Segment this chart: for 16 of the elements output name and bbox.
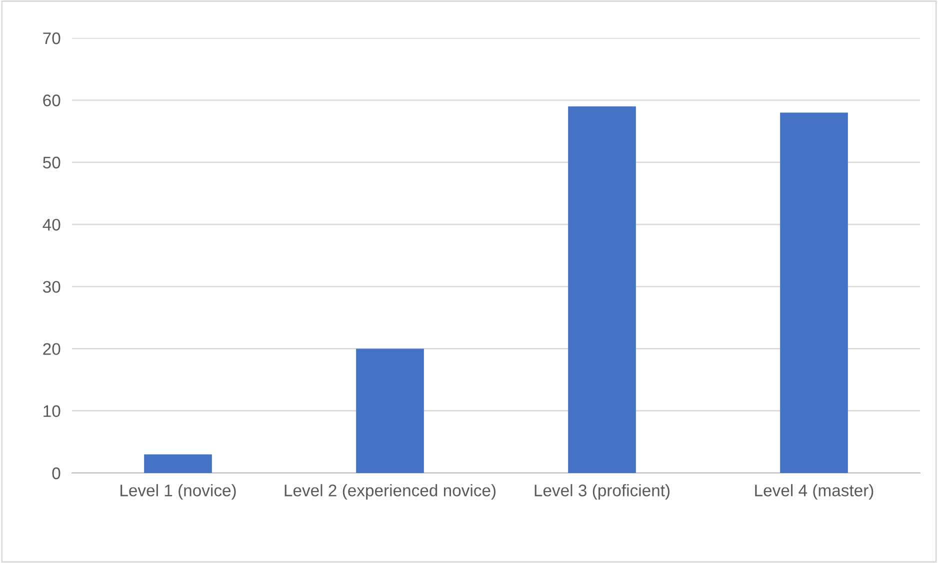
bar [356,348,424,473]
y-tick-label: 10 [44,405,60,418]
x-tick-label: Level 3 (proficient) [534,484,670,500]
x-tick-label: Level 4 (master) [755,484,874,500]
y-tick-label: 40 [42,218,60,231]
x-tick-label: Level 2 (experienced novice) [284,484,496,500]
y-tick-label: 0 [52,467,60,480]
y-tick-label: 70 [43,32,60,44]
bar [568,106,636,473]
bar [780,112,848,473]
x-tick-label: Level 1 (novice) [120,484,236,500]
y-tick-label: 60 [43,94,60,106]
bar [144,454,212,473]
y-tick-label: 30 [42,280,60,293]
y-tick-label: 50 [43,156,60,168]
y-tick-label: 20 [43,343,60,355]
